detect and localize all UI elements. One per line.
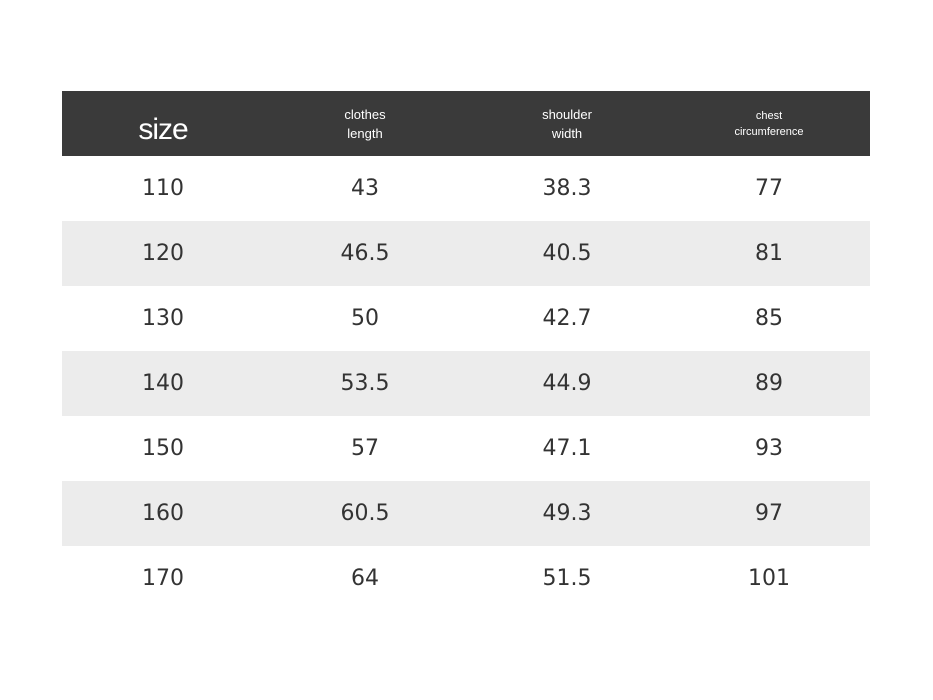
table-cell: 64: [351, 566, 379, 591]
header-cell: size: [62, 91, 264, 156]
table-cell: 51.5: [542, 566, 592, 591]
table-cell: 170: [142, 566, 184, 591]
table-cell: 140: [142, 371, 184, 396]
table-cell: 77: [755, 176, 783, 201]
table-cell: 130: [142, 306, 184, 331]
header-text: shoulder width: [542, 106, 592, 141]
header-cell: clothes length: [264, 91, 466, 156]
header-text: chest circumference: [734, 109, 804, 138]
table-cell: 85: [755, 306, 783, 331]
table-row: 160 60.5 49.3 97: [62, 481, 870, 546]
header-text: clothes length: [344, 106, 386, 141]
table-row: 150 57 47.1 93: [62, 416, 870, 481]
table-cell: 97: [755, 501, 783, 526]
table-cell: 50: [351, 306, 379, 331]
header-row: size clothes length shoulder width chest ci…: [62, 91, 870, 156]
table-cell: 120: [142, 241, 184, 266]
header-cell: chest circumference: [668, 91, 870, 156]
table-cell: 101: [748, 566, 790, 591]
table-row: 110 43 38.3 77: [62, 156, 870, 221]
table-cell: 47.1: [542, 436, 592, 461]
table-row: 130 50 42.7 85: [62, 286, 870, 351]
table-cell: 53.5: [340, 371, 390, 396]
size-table: size clothes length shoulder width chest ci…: [62, 91, 870, 611]
table-row: 120 46.5 40.5 81: [62, 221, 870, 286]
header-text: size: [138, 113, 188, 146]
table-row: 170 64 51.5 101: [62, 546, 870, 611]
table-cell: 38.3: [542, 176, 592, 201]
table-cell: 89: [755, 371, 783, 396]
table-cell: 150: [142, 436, 184, 461]
table-cell: 60.5: [340, 501, 390, 526]
table-cell: 40.5: [542, 241, 592, 266]
table-cell: 160: [142, 501, 184, 526]
table-cell: 44.9: [542, 371, 592, 396]
header-cell: shoulder width: [466, 91, 668, 156]
table-cell: 93: [755, 436, 783, 461]
table-cell: 43: [351, 176, 379, 201]
table-cell: 57: [351, 436, 379, 461]
table-cell: 46.5: [340, 241, 390, 266]
table-cell: 42.7: [542, 306, 592, 331]
table-cell: 49.3: [542, 501, 592, 526]
table-cell: 81: [755, 241, 783, 266]
table-row: 140 53.5 44.9 89: [62, 351, 870, 416]
table-cell: 110: [142, 176, 184, 201]
